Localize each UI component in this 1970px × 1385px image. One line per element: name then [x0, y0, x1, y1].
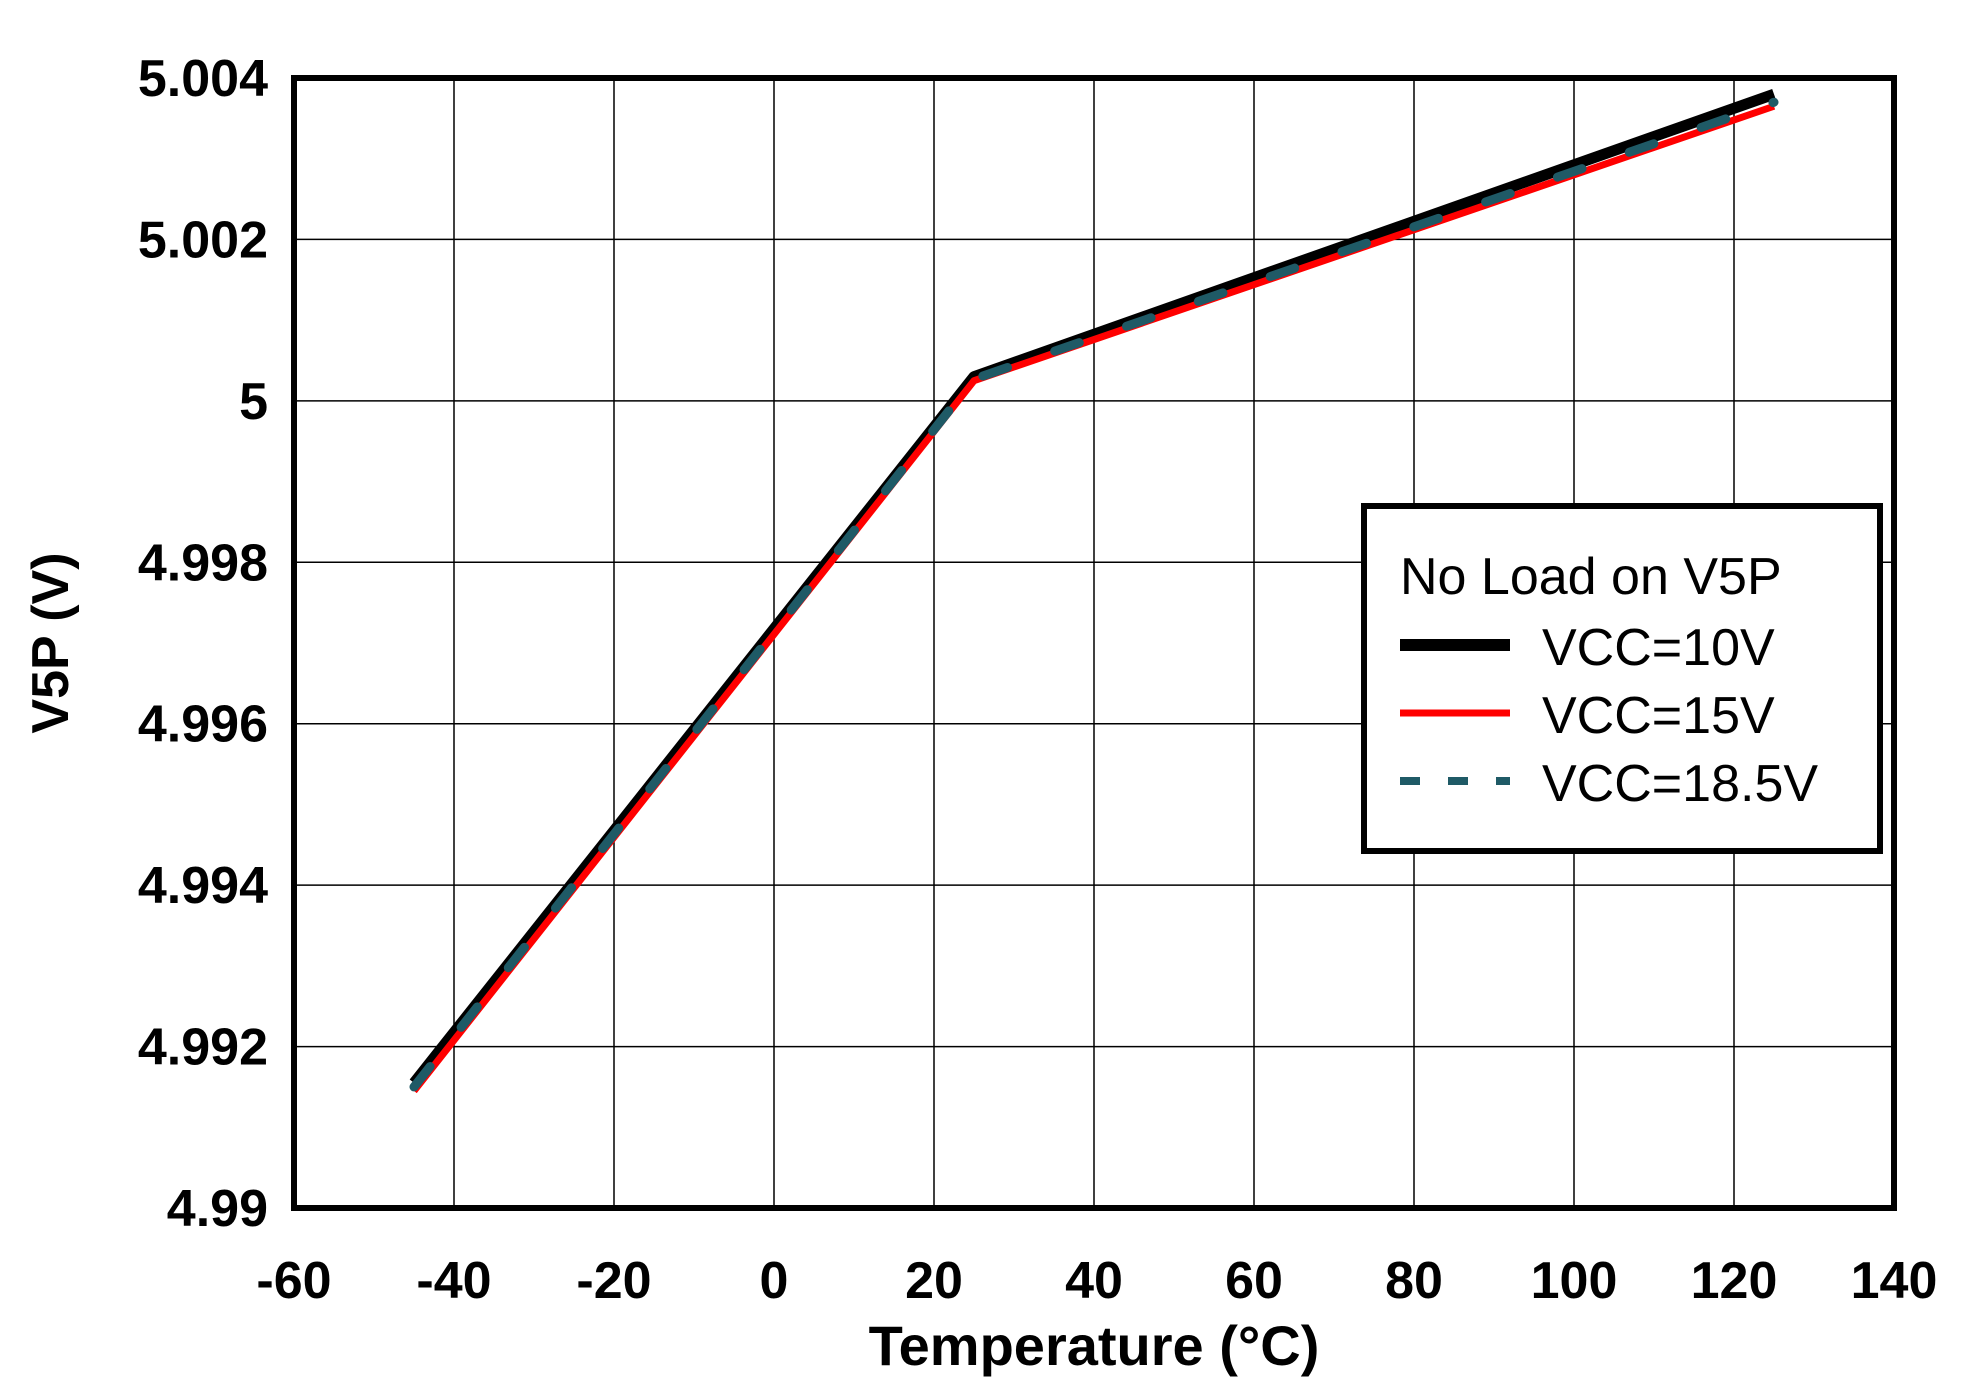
- x-tick-label: 140: [1851, 1252, 1938, 1310]
- y-tick-label: 4.992: [138, 1019, 268, 1077]
- y-tick-label: 4.99: [167, 1180, 268, 1238]
- y-tick-label: 4.998: [138, 534, 268, 592]
- x-tick-label: -20: [576, 1252, 651, 1310]
- x-tick-label: 0: [760, 1252, 789, 1310]
- y-tick-label: 5.004: [138, 50, 268, 108]
- legend-label: VCC=18.5V: [1542, 755, 1818, 813]
- legend-box: [1361, 503, 1883, 854]
- series-line-vcc-18-5v: [409, 97, 1779, 1092]
- y-tick-label: 4.996: [138, 696, 268, 754]
- x-tick-label: 100: [1531, 1252, 1618, 1310]
- y-tick-labels: 4.99 4.992 4.994 4.996 4.998 5 5.002 5.004: [138, 50, 268, 1238]
- x-tick-label: 20: [905, 1252, 963, 1310]
- x-tick-label: 80: [1385, 1252, 1443, 1310]
- legend: No Load on V5P VCC=10V VCC=15V VCC=18.5V: [1361, 503, 1883, 854]
- series-group: [409, 88, 1779, 1094]
- x-tick-label: 40: [1065, 1252, 1123, 1310]
- legend-label: VCC=15V: [1542, 687, 1775, 745]
- y-axis-label: V5P (V): [22, 552, 80, 733]
- plot-frame: [291, 75, 1897, 1211]
- x-tick-label: -60: [256, 1252, 331, 1310]
- legend-title: No Load on V5P: [1400, 548, 1782, 606]
- legend-label: VCC=10V: [1542, 619, 1775, 677]
- y-tick-label: 5.002: [138, 211, 268, 269]
- x-tick-label: 120: [1691, 1252, 1778, 1310]
- x-axis-label: Temperature (°C): [869, 1314, 1320, 1377]
- x-tick-labels: -60 -40 -20 0 20 40 60 80 100 120 140: [256, 1252, 1937, 1310]
- x-tick-label: -40: [416, 1252, 491, 1310]
- y-tick-label: 5: [239, 373, 268, 431]
- x-tick-label: 60: [1225, 1252, 1283, 1310]
- y-tick-label: 4.994: [138, 857, 268, 915]
